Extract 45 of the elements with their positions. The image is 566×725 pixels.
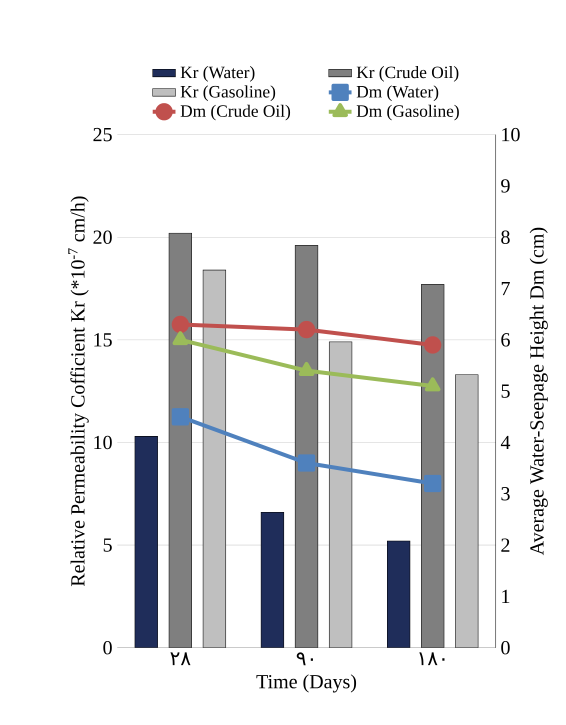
bar <box>260 512 284 648</box>
bar <box>454 374 478 648</box>
point <box>424 336 442 354</box>
point <box>298 454 315 472</box>
legend-label: Dm (Water) <box>356 85 438 102</box>
legend-label: Dm (Crude Oil) <box>180 104 290 120</box>
point <box>172 408 189 426</box>
point <box>172 316 189 334</box>
bar <box>386 540 410 648</box>
y2-tick-label: 0 <box>501 640 510 654</box>
y2-tick-label: 9 <box>500 179 510 193</box>
y2-tick-label: 7 <box>502 282 510 296</box>
point <box>424 474 442 492</box>
bar <box>202 270 226 648</box>
x-tick-label: ٢٨ <box>170 652 190 666</box>
y-tick-label: 20 <box>93 230 112 244</box>
legend-label: Kr (Gasoline) <box>180 85 275 102</box>
bar <box>168 232 192 648</box>
bar <box>420 284 444 648</box>
bar <box>294 245 318 648</box>
y2-tick-label: 4 <box>500 436 510 450</box>
x-tick-label: ١٨٠ <box>419 652 444 666</box>
y2-tick-label: 5 <box>501 384 510 398</box>
x-axis-title: Time (Days) <box>256 674 356 693</box>
point <box>172 331 188 346</box>
y-tick-label: 10 <box>94 436 112 450</box>
legend-label: Kr (Water) <box>180 66 254 82</box>
y2-tick-label: 10 <box>502 128 520 142</box>
bar <box>328 342 352 648</box>
y-tick-label: 0 <box>103 640 112 654</box>
y2-tick-label: 6 <box>501 333 510 347</box>
legend-label: Dm (Gasoline) <box>356 104 459 120</box>
y-tick-label: 15 <box>94 333 112 347</box>
point <box>298 320 315 338</box>
x-tick-label: ٩٠ <box>296 652 313 666</box>
y2-tick-label: 3 <box>501 487 510 500</box>
y2-axis-title: Average Water-Seepage Height Dm (cm) <box>529 228 548 556</box>
y-tick-label: 25 <box>93 128 112 142</box>
y-tick-label: 5 <box>104 538 112 552</box>
y2-tick-label: 1 <box>502 590 510 603</box>
bar <box>134 436 158 648</box>
y2-tick-label: 2 <box>501 538 510 552</box>
y2-tick-label: 8 <box>501 230 510 244</box>
y-axis-title: Relative Permeability Cofficient Kr (*10$^{-7}$ cm/h) <box>68 196 89 586</box>
legend-label: Kr (Crude Oil) <box>356 66 458 82</box>
